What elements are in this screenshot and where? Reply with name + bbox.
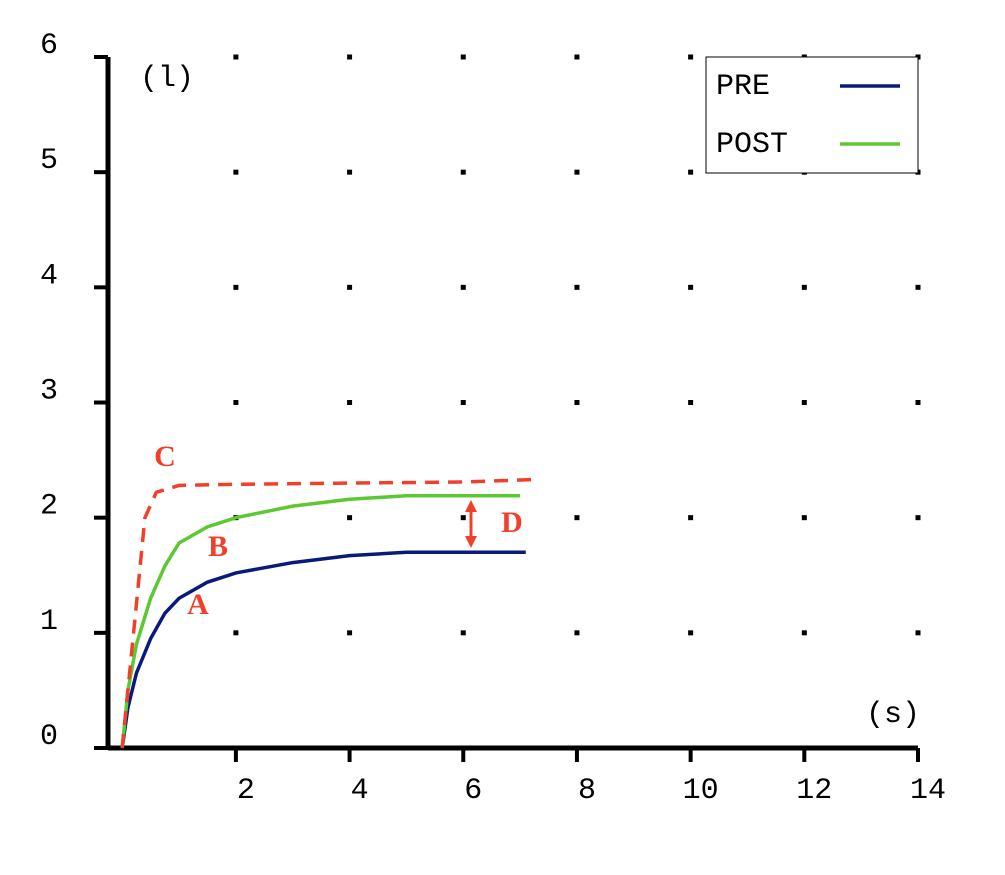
x-tick-label: 2 [237,774,255,808]
line [120,494,521,749]
grid-dot [801,515,807,521]
annotation: A [187,588,209,621]
y-tick-label: 5 [40,144,58,178]
grid-dot [233,169,239,175]
x-tick-label: 6 [464,774,482,808]
grid-dot [347,515,353,521]
x-axis-label: (s) [866,698,920,732]
grid-dot [233,400,239,405]
grid-dot [233,54,239,60]
grid-dot [574,515,580,521]
grid-dot [460,284,466,290]
grid-dot [460,54,466,60]
grid-dot [347,169,353,175]
y-tick-label: 2 [40,490,58,524]
grid-dot [688,54,694,60]
x-tick-label: 10 [683,774,719,808]
grid-dot [460,169,466,175]
y-tick-label: 0 [40,720,58,754]
grid-dot [801,284,807,290]
grid-dot [347,400,353,405]
annotation: D [501,506,523,539]
grid-dot [915,515,921,521]
grid-dot [347,630,353,636]
grid-dot [460,515,466,521]
grid-dot [688,400,694,405]
measure-arrow [465,500,477,548]
x-tick-label: 12 [796,774,832,808]
x-tick-label: 8 [578,774,596,808]
grid-dot [233,284,239,290]
grid-dot [460,630,466,636]
legend-box [705,56,919,174]
grid-dot [801,630,807,636]
y-tick-label: 4 [40,259,58,293]
annotation: C [154,440,176,473]
y-tick-label: 6 [40,29,58,63]
y-tick-label: 1 [40,605,58,639]
legend-label: PRE [716,70,770,104]
grid-dot [347,54,353,60]
grid-dot [915,284,921,290]
grid-dot [574,284,580,290]
line [120,550,526,749]
grid-dot [915,400,921,405]
grid-dot [801,400,807,405]
line [120,477,532,749]
grid-dot [688,630,694,636]
grid-dot [688,284,694,290]
y-axis-label: (l) [140,62,194,96]
x-tick-label: 14 [910,774,946,808]
grid-dot [347,284,353,290]
grid-dot [574,400,580,405]
grid-dot [233,630,239,636]
grid-dot [574,169,580,175]
grid-dot [688,169,694,175]
grid-dot [688,515,694,521]
x-tick-label: 4 [351,774,369,808]
y-tick-label: 3 [40,374,58,408]
grid-dot [574,630,580,636]
grid-dot [460,400,466,405]
grid-dot [915,630,921,636]
annotation: B [208,530,228,563]
grid-dot [574,54,580,60]
legend-label: POST [716,128,788,162]
